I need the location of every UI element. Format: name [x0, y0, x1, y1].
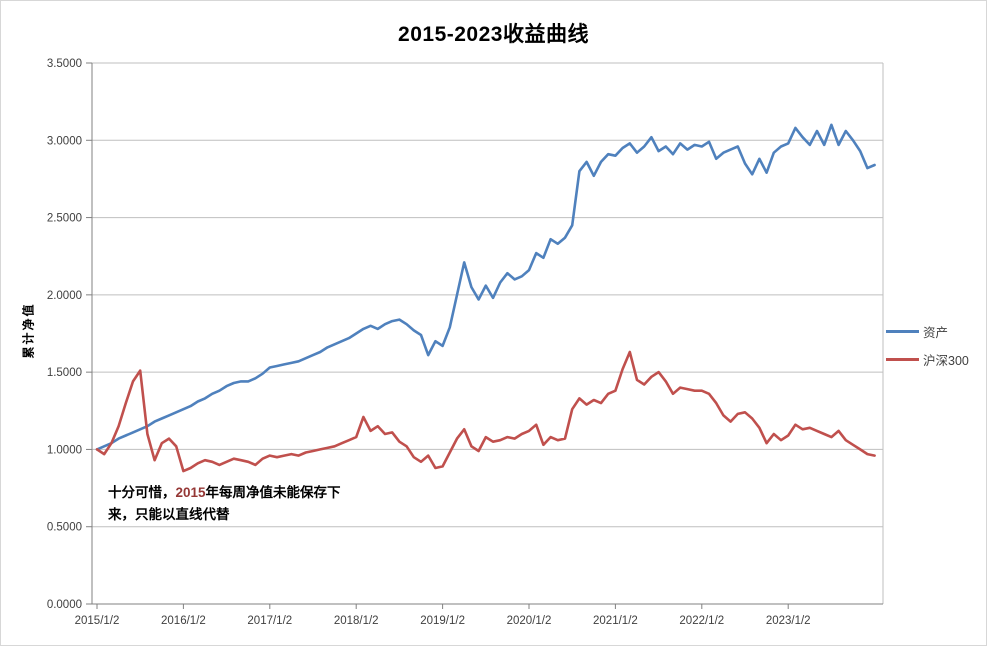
y-axis-tick-label: 2.5000: [47, 213, 82, 225]
x-axis-tick-label: 2017/1/2: [247, 615, 292, 627]
chart-title: 2015-2023收益曲线: [398, 23, 589, 46]
annotation-part2: 年每周净值未能保存下来，只能以直线代替: [108, 485, 341, 522]
y-axis-tick-label: 2.0000: [47, 290, 82, 302]
legend: 资产 沪深300: [886, 317, 969, 373]
legend-item-assets[interactable]: 资产: [886, 317, 969, 345]
x-axis-tick-label: 2021/1/2: [593, 615, 638, 627]
csi300-series-line[interactable]: [95, 350, 876, 473]
csi300-line-swatch-icon: [886, 357, 919, 361]
x-axis-tick-label: 2015/1/2: [75, 615, 120, 627]
assets-series-line[interactable]: [95, 123, 876, 451]
x-axis-tick-label: 2022/1/2: [679, 615, 724, 627]
y-axis-tick-label: 3.0000: [47, 135, 82, 147]
legend-item-csi300[interactable]: 沪深300: [886, 345, 969, 373]
y-axis-tick-label: 1.5000: [47, 367, 82, 379]
y-axis-tick-label: 3.5000: [47, 58, 82, 70]
legend-label-assets: 资产: [923, 325, 949, 340]
legend-label-csi300: 沪深300: [923, 353, 969, 368]
y-axis-tick-label: 1.0000: [47, 444, 82, 456]
x-axis-tick-label: 2020/1/2: [507, 615, 552, 627]
assets-line-swatch-icon: [886, 329, 919, 333]
annotation-note: 十分可惜，2015年每周净值未能保存下来，只能以直线代替: [108, 482, 360, 525]
annotation-year: 2015: [175, 485, 206, 500]
y-axis-tick-label: 0.0000: [47, 599, 82, 611]
x-axis-tick-label: 2023/1/2: [766, 615, 811, 627]
y-axis-tick-label: 0.5000: [47, 522, 82, 534]
x-axis-tick-label: 2016/1/2: [161, 615, 206, 627]
x-axis-tick-label: 2019/1/2: [420, 615, 465, 627]
annotation-part1: 十分可惜，: [108, 485, 176, 500]
x-axis-tick-label: 2018/1/2: [334, 615, 379, 627]
